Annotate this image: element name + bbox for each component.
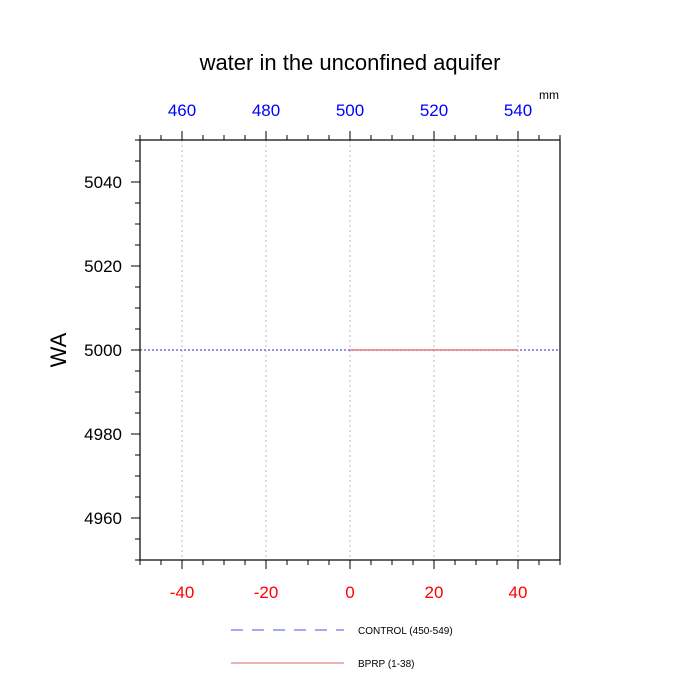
y-tick-label: 4980: [84, 425, 122, 444]
x-tick-label-top: 480: [252, 101, 280, 120]
x-tick-label-top: 460: [168, 101, 196, 120]
x-tick-label-bottom: 20: [425, 583, 444, 602]
legend-label: BPRP (1-38): [358, 659, 415, 670]
y-tick-label: 5020: [84, 257, 122, 276]
x-tick-label-bottom: 0: [345, 583, 354, 602]
chart-title: water in the unconfined aquifer: [199, 50, 501, 75]
legend-label: CONTROL (450-549): [358, 626, 453, 637]
y-axis-label: WA: [46, 332, 71, 367]
x-tick-label-top: 500: [336, 101, 364, 120]
y-tick-label: 5040: [84, 173, 122, 192]
legend: CONTROL (450-549) BPRP (1-38): [231, 626, 453, 670]
y-tick-label: 4960: [84, 509, 122, 528]
x-tick-label-bottom: -20: [254, 583, 279, 602]
x-tick-label-bottom: -40: [170, 583, 195, 602]
tick-labels: -40 -20 0 20 40 460 480 500 520 540 4960 4980 5000 50…: [84, 101, 532, 602]
x-tick-label-top: 540: [504, 101, 532, 120]
x-tick-label-bottom: 40: [509, 583, 528, 602]
y-tick-label: 5000: [84, 341, 122, 360]
top-axis-unit: mm: [539, 88, 559, 102]
ticks: [131, 131, 561, 569]
x-tick-label-top: 520: [420, 101, 448, 120]
